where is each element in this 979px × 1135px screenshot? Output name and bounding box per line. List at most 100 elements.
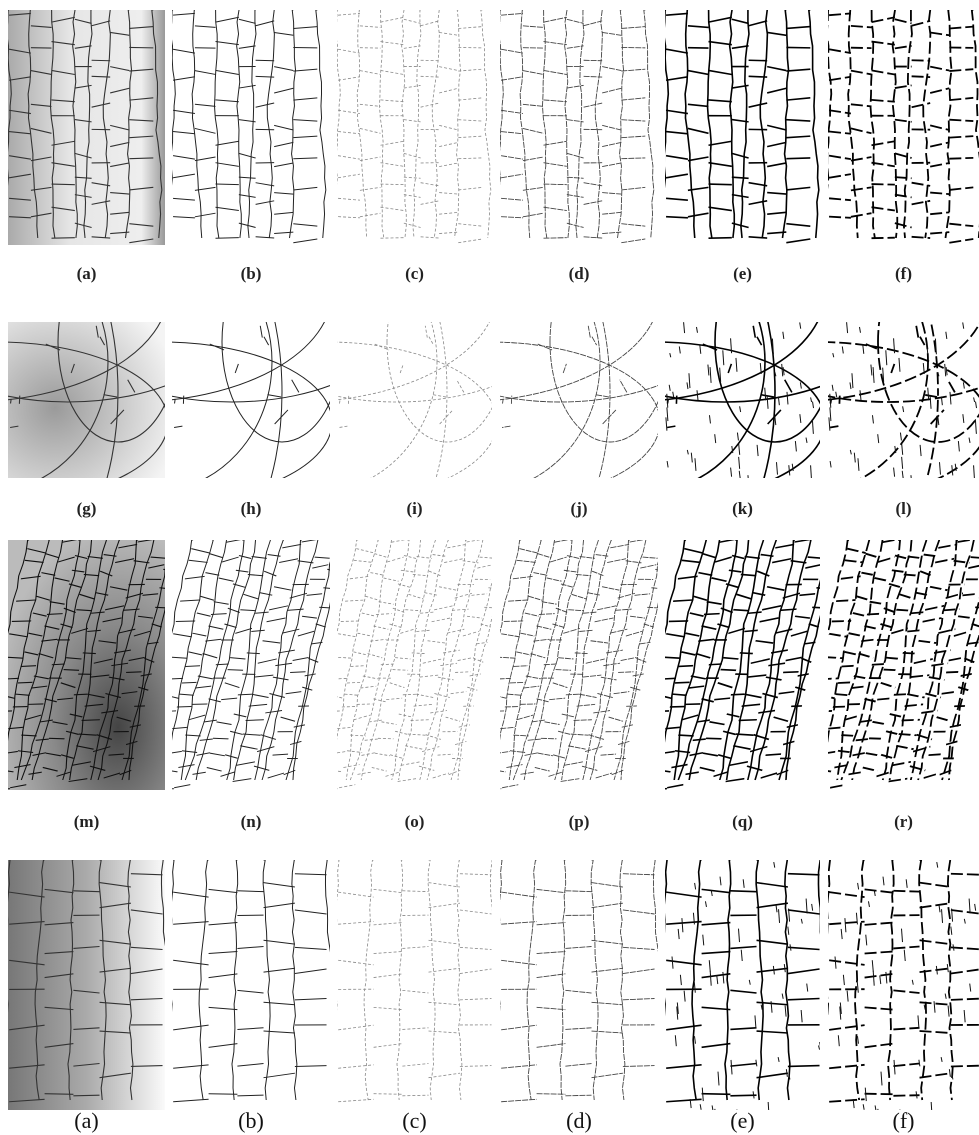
noise — [953, 944, 954, 950]
crack — [293, 98, 317, 100]
noise — [902, 457, 903, 469]
crack — [305, 674, 316, 676]
crack — [173, 892, 208, 897]
crack — [537, 1044, 566, 1048]
crack — [566, 556, 579, 559]
panel-label: (d) — [569, 264, 590, 283]
crack — [501, 110, 523, 113]
noise — [812, 419, 813, 434]
crack — [381, 163, 404, 167]
crack — [440, 663, 457, 665]
crack — [757, 1073, 788, 1077]
noise — [767, 395, 768, 408]
crack — [635, 594, 651, 596]
crack — [190, 549, 210, 553]
crack — [829, 217, 851, 218]
crack — [188, 560, 208, 562]
crack — [565, 1028, 591, 1030]
figure: (a)(b)(c)(d)(e)(f)(g)(h)(i)(j)(k)(l)(m)(… — [0, 0, 979, 1135]
crack — [709, 17, 732, 22]
crack — [233, 779, 252, 782]
crack — [530, 654, 546, 658]
crack — [848, 10, 858, 238]
noise — [756, 1060, 757, 1067]
crack — [374, 889, 403, 892]
crack — [307, 777, 327, 782]
crack — [264, 1002, 295, 1004]
crack — [520, 633, 535, 636]
noise — [678, 929, 679, 939]
crack — [800, 594, 816, 596]
crack — [951, 910, 979, 914]
crack — [542, 10, 546, 238]
crack — [630, 616, 646, 618]
crack — [666, 1099, 701, 1101]
noise — [740, 406, 741, 412]
crack-network — [169, 860, 337, 1102]
crack — [949, 69, 973, 71]
noise — [718, 1072, 719, 1086]
crack — [173, 49, 195, 53]
crack — [567, 746, 586, 749]
noise — [761, 1005, 762, 1010]
crack — [544, 17, 567, 22]
crack — [327, 569, 338, 571]
crack — [552, 755, 566, 759]
crack — [688, 686, 704, 688]
crack — [882, 539, 898, 542]
noise — [755, 1015, 756, 1028]
crack — [968, 565, 979, 568]
crack — [746, 766, 763, 770]
crack — [602, 212, 621, 214]
crack — [642, 557, 658, 558]
crack — [946, 672, 961, 673]
crack — [503, 540, 561, 780]
crack — [238, 556, 251, 559]
crack — [602, 193, 621, 195]
crack — [912, 183, 931, 186]
crack — [869, 602, 885, 605]
crack — [520, 772, 533, 774]
crack — [815, 540, 876, 780]
noise — [820, 1042, 821, 1047]
crack — [383, 540, 444, 780]
panel-label: (a) — [77, 264, 97, 283]
crack — [732, 153, 749, 158]
crack — [610, 629, 627, 633]
noise — [975, 904, 976, 911]
crack — [825, 860, 830, 1100]
noise — [937, 862, 938, 868]
crack — [256, 21, 275, 26]
crack — [430, 212, 610, 392]
crack — [954, 631, 970, 636]
crack — [467, 616, 483, 618]
crack — [830, 426, 838, 427]
crack-network — [297, 539, 512, 789]
crack — [362, 753, 375, 756]
crack — [828, 727, 843, 728]
crack — [216, 163, 239, 167]
noise — [878, 434, 879, 443]
crack — [935, 559, 954, 563]
crack — [856, 739, 869, 740]
crack — [907, 630, 920, 631]
crack — [660, 751, 675, 753]
crack — [601, 587, 620, 590]
crack — [621, 657, 637, 660]
crack — [894, 694, 907, 695]
crack — [848, 772, 861, 774]
crack — [795, 539, 812, 542]
crack — [293, 69, 317, 71]
crack — [892, 570, 905, 572]
crack — [951, 999, 979, 1000]
crack — [841, 540, 902, 780]
crack — [903, 653, 916, 654]
crack — [701, 626, 717, 629]
noise — [776, 462, 777, 474]
crack — [52, 238, 75, 239]
crack — [709, 70, 732, 74]
noise — [875, 1105, 876, 1111]
crack — [293, 120, 317, 121]
crack — [595, 212, 775, 392]
crack — [643, 740, 663, 743]
